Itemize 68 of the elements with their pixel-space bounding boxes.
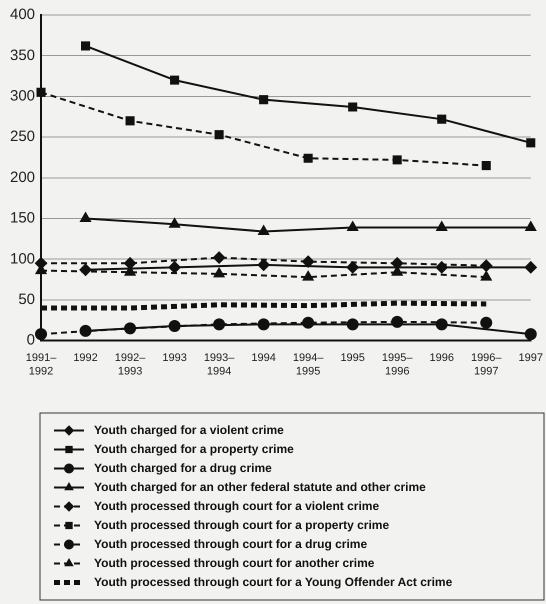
point bbox=[170, 76, 180, 85]
point bbox=[482, 161, 491, 170]
point bbox=[80, 324, 92, 337]
y-tick-label: 350 bbox=[10, 46, 36, 64]
point bbox=[436, 318, 448, 330]
point bbox=[348, 102, 358, 112]
point bbox=[524, 261, 537, 274]
point bbox=[168, 261, 181, 274]
y-tick-label: 200 bbox=[10, 168, 36, 186]
x-tick-label: 1995 bbox=[340, 352, 365, 364]
x-tick-label: 1996–1997 bbox=[470, 352, 502, 378]
legend-label: Youth charged for an other federal statute and other crime bbox=[94, 480, 426, 494]
point bbox=[436, 261, 448, 274]
x-tick-label: 1992–1993 bbox=[114, 352, 146, 378]
y-tick-label: 50 bbox=[18, 291, 36, 308]
y-tick-label: 100 bbox=[10, 250, 36, 268]
x-tick-label: 1996 bbox=[429, 352, 454, 364]
point bbox=[480, 316, 492, 329]
legend-label: Youth charged for a violent crime bbox=[94, 422, 284, 437]
point bbox=[302, 271, 314, 281]
x-tick-label: 1993 bbox=[162, 352, 187, 364]
point bbox=[346, 318, 359, 330]
x-tick-label: 1997 bbox=[518, 352, 544, 364]
y-tick-label: 300 bbox=[10, 88, 36, 105]
point bbox=[304, 154, 313, 163]
legend-label: Youth processed through court for a drug crime bbox=[94, 536, 368, 551]
point bbox=[214, 268, 224, 278]
x-tick-label: 1991–1992 bbox=[26, 352, 58, 378]
legend-label: Youth processed through court for a Young Offender Act crime bbox=[94, 574, 453, 589]
point bbox=[169, 218, 180, 228]
point bbox=[436, 221, 448, 231]
y-tick-label: 150 bbox=[10, 210, 36, 227]
y-tick-label: 400 bbox=[10, 6, 36, 24]
point bbox=[213, 252, 226, 264]
point bbox=[124, 257, 136, 270]
y-tick-label: 0 bbox=[26, 332, 36, 349]
point bbox=[302, 256, 314, 268]
point bbox=[437, 114, 446, 124]
point bbox=[259, 95, 268, 104]
point bbox=[346, 261, 359, 274]
point bbox=[126, 116, 135, 126]
x-tick-label: 1994 bbox=[251, 352, 276, 364]
legend-label: Youth processed through court for a property crime bbox=[94, 518, 390, 532]
point bbox=[258, 226, 269, 236]
point bbox=[347, 221, 358, 231]
x-tick-label: 1994–1995 bbox=[292, 352, 324, 378]
point bbox=[258, 258, 270, 271]
point bbox=[526, 138, 536, 148]
point bbox=[35, 328, 48, 340]
point bbox=[214, 130, 224, 140]
point bbox=[36, 88, 46, 97]
x-tick-label: 1995–1996 bbox=[382, 352, 414, 378]
legend-label: Youth charged for a drug crime bbox=[94, 460, 272, 475]
point bbox=[80, 212, 91, 222]
y-tick-label: 250 bbox=[10, 128, 36, 146]
point bbox=[524, 328, 537, 340]
point bbox=[81, 41, 90, 50]
legend-label: Youth processed through court for another crime bbox=[94, 556, 375, 570]
point bbox=[525, 221, 536, 231]
x-tick-label: 1993–1994 bbox=[204, 352, 236, 378]
x-tick-label: 1992 bbox=[73, 352, 98, 364]
legend-label: Youth processed through court for a violent crime bbox=[94, 498, 380, 513]
point bbox=[392, 155, 402, 164]
legend-label: Youth charged for a property crime bbox=[94, 442, 294, 456]
point bbox=[480, 271, 492, 281]
point bbox=[258, 318, 270, 330]
point bbox=[80, 264, 92, 276]
point bbox=[168, 320, 181, 332]
